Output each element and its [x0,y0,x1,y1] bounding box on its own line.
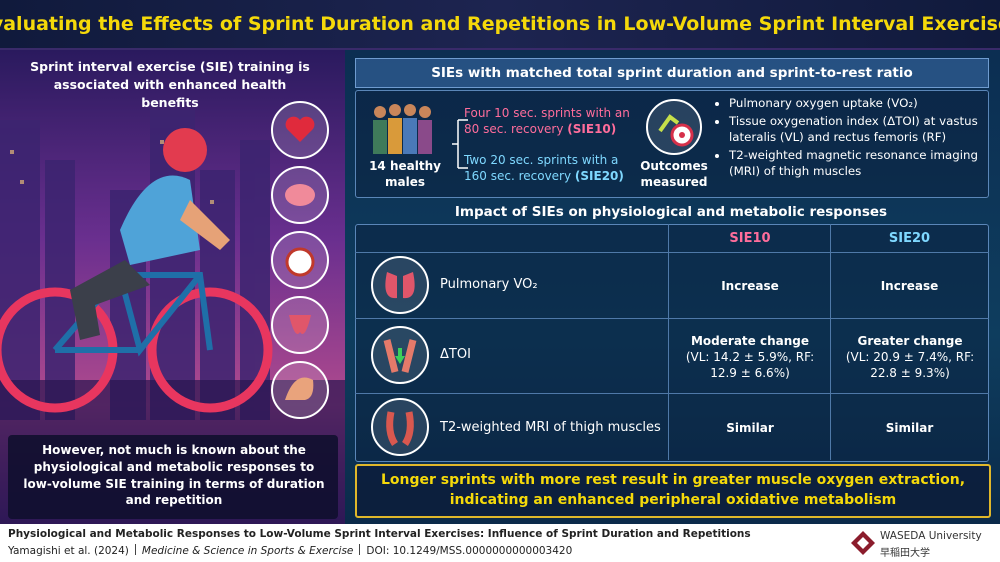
cell-summary: Moderate change [690,334,809,348]
bracket [452,119,468,169]
results-icons [371,256,429,456]
results-table [355,224,989,462]
column-divider [668,224,669,460]
note-box [8,435,338,519]
protocol-label: (SIE20) [574,169,624,184]
cell-summary: Similar [885,421,934,435]
row-label: ΔTOI [440,347,471,362]
outcomes-label: Outcomes measured [640,159,708,190]
column-header: SIE20 [888,231,931,246]
results-heading: Impact of SIEs on physiological and meta… [454,204,888,220]
citation-line: Yamagishi et al. (2024) Medicine & Scienc… [8,544,572,557]
row-divider [355,252,989,253]
protocol-sie20: Two 20 sec. sprints with a 160 sec. reco… [464,152,634,184]
logo-mark [851,531,875,555]
doi: DOI: 10.1249/MSS.0000000000003420 [366,545,573,557]
title-bar: Evaluating the Effects of Sprint Duratio… [0,0,1000,50]
authors: Yamagishi et al. (2024) [8,545,129,557]
cell-summary: Greater change [857,334,963,348]
title: Evaluating the Effects of Sprint Duratio… [0,13,1000,35]
cell-summary: Similar [726,421,774,435]
design-heading: SIEs with matched total sprint duration … [355,58,989,88]
cell-summary: Increase [880,279,939,293]
outcomes-icon [646,99,702,155]
left-panel: Sprint interval exercise (SIE) training … [0,50,345,524]
cell: Greater change (VL: 20.9 ± 7.4%, RF: 22.… [836,333,984,382]
icon-column [271,101,329,419]
row-label: T2-weighted MRI of thigh muscles [440,420,661,435]
separator [134,544,136,555]
journal: Medicine & Science in Sports & Exercise [141,545,354,557]
cell-summary: Increase [721,279,779,293]
protocol-label: (SIE10) [567,122,617,137]
row-label: Pulmonary VO₂ [440,277,538,292]
protocol-text: Four 10 sec. sprints with an 80 sec. rec… [464,106,630,137]
design-panel [355,90,989,198]
participants-icon [373,104,432,154]
logo-name-jp: 早稲田大学 [880,548,930,559]
cell: Moderate change (VL: 14.2 ± 5.9%, RF: 12… [676,333,824,382]
row-divider [355,393,989,394]
protocol-sie10: Four 10 sec. sprints with an 80 sec. rec… [464,105,634,137]
outcome-item: T2-weighted magnetic resonance imaging (… [729,148,994,180]
logo-name: WASEDA University [880,530,982,542]
separator [359,544,361,555]
column-header: SIE10 [729,231,771,246]
cell-detail: (VL: 14.2 ± 5.9%, RF: 12.9 ± 6.6%) [685,350,815,381]
citation-title: Physiological and Metabolic Responses to… [8,528,751,540]
conclusion-banner: Longer sprints with more rest result in … [355,464,991,518]
intro-text: Sprint interval exercise (SIE) training … [30,59,310,111]
participants-label: 14 healthy males [369,159,441,190]
note-text: However, not much is known about the phy… [23,443,325,508]
outcome-item: Tissue oxygenation index (ΔTOI) at vastu… [729,114,994,146]
protocol-text: Two 20 sec. sprints with a 160 sec. reco… [464,153,619,184]
row-divider [355,318,989,319]
conclusion: Longer sprints with more rest result in … [380,472,966,508]
column-divider [830,224,831,460]
cell-detail: (VL: 20.9 ± 7.4%, RF: 22.8 ± 9.3%) [845,350,975,381]
footer: Physiological and Metabolic Responses to… [0,524,1000,562]
outcomes-list: Pulmonary oxygen uptake (VO₂) Tissue oxy… [715,96,994,182]
outcome-item: Pulmonary oxygen uptake (VO₂) [729,96,994,112]
